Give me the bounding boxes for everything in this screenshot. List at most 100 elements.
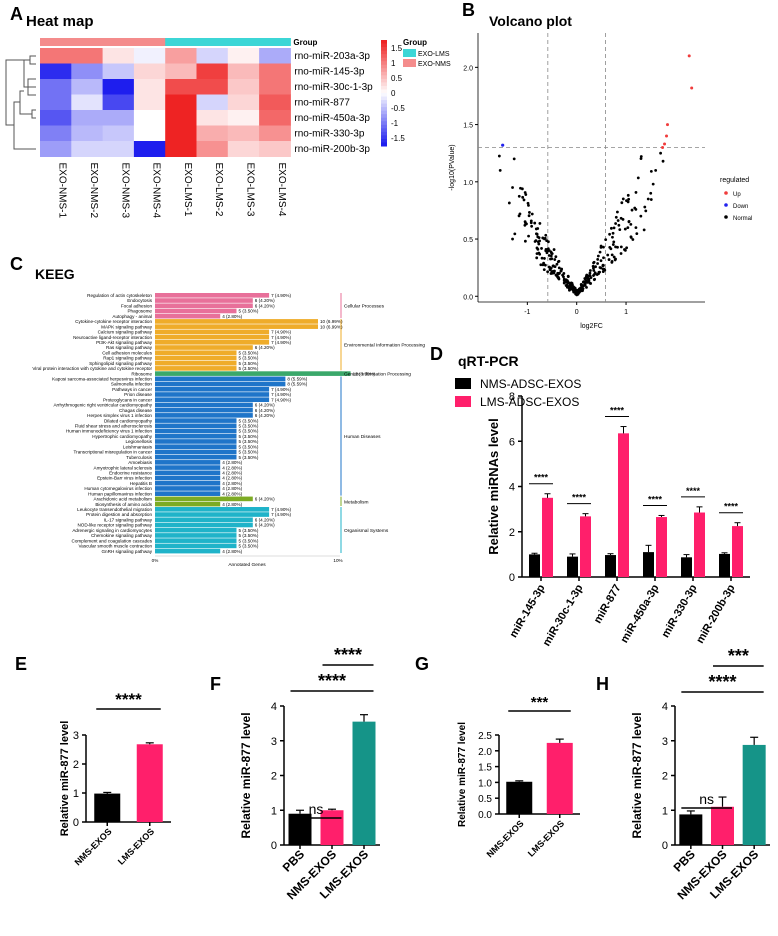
qrtpcr-sig-label: **** [724,502,739,512]
heatmap-cell [259,63,291,80]
group-annotation-cell [133,38,166,46]
kegg-bar [155,475,221,481]
kegg-bar-value: 5 (3.50%) [239,544,259,549]
color-scale-step [381,103,387,108]
kegg-pathway-label: Hepatitis B [130,481,152,486]
heatmap-cell [165,94,197,111]
kegg-pathway-label: Hypertrophic cardiomyopathy [92,434,152,439]
bar-g-category-label: LMS-EXOS [526,818,566,858]
volcano-point-normal [608,232,611,236]
volcano-point-normal [591,264,595,268]
volcano-point-normal [544,233,548,237]
kegg-bar-value: 5 (3.50%) [239,309,259,314]
kegg-pathway-label: Fluid shear stress and atherosclerosis [75,424,153,429]
kegg-bar [155,308,237,314]
volcano-point-normal [527,203,530,207]
color-scale-step [381,40,387,45]
kegg-bar [155,501,221,507]
volcano-point-normal [524,193,528,196]
qrtpcr-legend-swatch [455,378,471,389]
volcano-point-normal [526,201,530,205]
qrtpcr-category-label: miR-30c-1-3p [541,582,586,648]
color-scale-step [381,121,387,126]
kegg-bar [155,298,253,303]
heatmap-cell [71,79,104,95]
volcano-point-normal [570,282,574,285]
volcano-point-normal [592,269,596,272]
color-scale-step [381,96,387,101]
heatmap-cell [165,141,197,157]
volcano-point-normal [581,280,585,284]
volcano-point-normal [528,211,531,214]
kegg-bar [155,460,221,465]
volcano-point-normal [639,214,643,218]
dendrogram-branch [27,78,36,96]
color-scale-step [381,78,387,83]
kegg-bar [155,293,270,298]
kegg-bar [155,486,221,491]
volcano-point-normal [546,247,550,251]
volcano-point-up [661,145,665,149]
volcano-point-normal [555,262,559,266]
kegg-bar-value: 6 (4.20%) [255,517,275,522]
color-scale-step [381,135,387,140]
volcano-point-normal [582,283,586,287]
kegg-bar [155,527,237,533]
heatmap-column-label: EXO-LMS-1 [182,163,193,217]
heatmap-cell [102,94,135,111]
bar-f-y-tick-label: 3 [271,736,277,748]
kegg-bar-value: 5 (3.50%) [239,356,259,361]
kegg-bar [155,324,318,329]
volcano-point-normal [649,191,653,195]
volcano-point-normal [550,251,553,255]
heatmap-cell [196,79,229,95]
kegg-group-label: Cellular Processes [344,304,385,310]
bar-g-category-label: NMS-EXOS [485,818,526,859]
kegg-bar-value: 4 (2.80%) [222,465,242,470]
kegg-bar-value: 5 (3.50%) [239,444,259,449]
volcano-point-normal [537,236,541,240]
qrtpcr-sig-label: **** [648,494,663,504]
volcano-legend-dot [724,203,728,207]
color-scale-step [381,54,387,59]
volcano-point-normal [550,257,554,261]
heatmap-cell [71,110,104,126]
color-scale-step [381,61,387,66]
volcano-point-normal [530,212,534,216]
volcano-point-normal [527,214,531,218]
kegg-pathway-label: Transcriptional misregulation in cancer [74,450,153,455]
volcano-point-down [501,143,505,147]
volcano-point-normal [534,227,538,231]
kegg-bar-value: 5 (3.50%) [239,418,259,423]
volcano-point-normal [507,201,511,205]
kegg-bar-value: 10 (6.99%) [320,324,343,329]
kegg-bar-value: 7 (4.90%) [271,293,291,298]
bar-g-bar [506,781,533,814]
bar-h-bar [742,744,766,845]
volcano-point-normal [614,257,617,261]
volcano-point-normal [636,176,640,180]
volcano-point-normal [631,238,635,241]
kegg-bar [155,543,237,549]
color-scale-step [381,117,387,122]
volcano-point-normal [558,271,561,275]
color-scale-step [381,75,387,80]
kegg-pathway-label: Sphingolipid signaling pathway [89,361,153,366]
bar-f-category-label: PBS [280,847,307,874]
color-scale-step [381,43,387,48]
volcano-point-normal [540,256,544,260]
panel-label-g: G [415,654,429,674]
volcano-y-tick-label: 2.0 [463,65,473,72]
qrtpcr-bar [694,512,705,577]
bar-f-sig-label: **** [318,671,346,691]
bar-e-category-label: NMS-EXOS [73,826,114,867]
qrtpcr-bar [732,526,743,577]
kegg-bar-value: 4 (2.80%) [222,314,242,319]
volcano-point-normal [530,224,534,228]
kegg-bar [155,439,237,444]
bar-e-y-tick-label: 3 [73,730,79,742]
bar-f-y-tick-label: 4 [271,701,277,713]
kegg-bar-value: 6 (4.20%) [255,345,275,350]
heatmap-cell [71,48,104,64]
